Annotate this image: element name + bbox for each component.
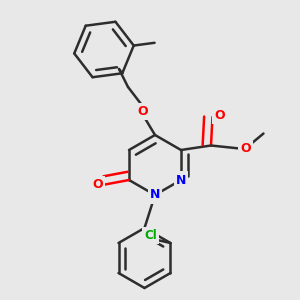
Text: O: O	[214, 109, 225, 122]
Text: N: N	[150, 188, 160, 202]
Text: O: O	[92, 178, 103, 191]
Text: O: O	[137, 105, 148, 118]
Text: Cl: Cl	[144, 229, 157, 242]
Text: N: N	[176, 173, 186, 187]
Text: O: O	[240, 142, 251, 155]
